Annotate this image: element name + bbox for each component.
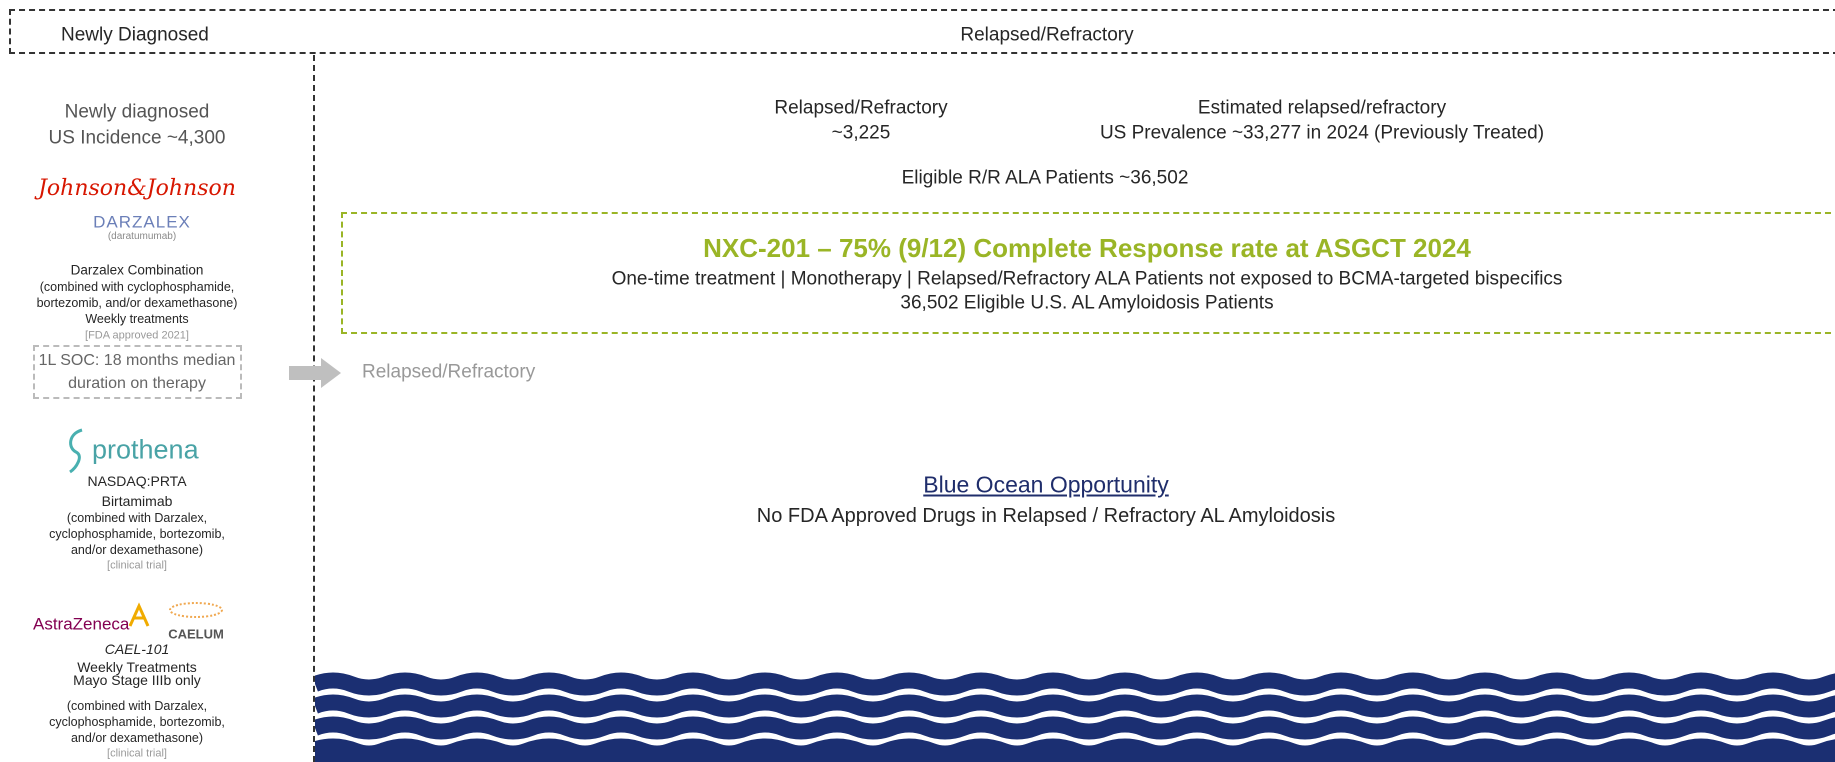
- highlight-title: NXC-201 – 75% (9/12) Complete Response r…: [703, 233, 1471, 263]
- soc-text: duration on therapy: [68, 375, 206, 392]
- caelum-logo: CAELUM: [168, 626, 224, 642]
- prothena-text: Birtamimab: [101, 493, 173, 509]
- darzalex-text: (combined with cyclophosphamide,: [39, 279, 235, 294]
- prothena-icon: [69, 428, 83, 474]
- divider: [313, 55, 315, 762]
- rr-text: Relapsed/Refractory: [774, 97, 948, 119]
- darzalex-generic: (daratumumab): [107, 231, 177, 242]
- incidence: Newly diagnosed: [64, 101, 210, 123]
- eligible-text: Eligible R/R ALA Patients ~36,502: [901, 167, 1189, 189]
- soc-box: [33, 345, 242, 399]
- rr-text: ~3,225: [831, 122, 891, 144]
- highlight-box: [341, 212, 1835, 334]
- highlight-text: 36,502 Eligible U.S. AL Amyloidosis Pati…: [900, 292, 1274, 314]
- prothena-logo: prothena: [92, 434, 199, 465]
- cael-status: [clinical trial]: [107, 747, 167, 760]
- cael-text: and/or dexamethasone): [70, 730, 204, 745]
- wave-band: [315, 716, 1835, 740]
- wave-band: [315, 738, 1835, 762]
- prevalence-text: US Prevalence ~33,277 in 2024 (Previousl…: [1099, 122, 1545, 144]
- header-right: Relapsed/Refractory: [960, 24, 1134, 46]
- prothena-status: [clinical trial]: [107, 559, 167, 572]
- caelum-icon: [169, 602, 223, 618]
- prothena-text: NASDAQ:PRTA: [87, 473, 187, 489]
- opportunity-text: No FDA Approved Drugs in Relapsed / Refr…: [756, 505, 1336, 527]
- header-left: Newly Diagnosed: [61, 24, 209, 46]
- az-logo: AstraZeneca: [33, 614, 130, 634]
- waves: [315, 672, 1835, 762]
- wave-band: [315, 672, 1835, 696]
- header-box: [9, 9, 1835, 54]
- opportunity-title: Blue Ocean Opportunity: [923, 471, 1169, 498]
- cael-text: Mayo Stage IIIb only: [73, 672, 201, 688]
- darzalex-logo: DARZALEX: [93, 212, 191, 232]
- prothena-text: cyclophosphamide, bortezomib,: [49, 526, 225, 541]
- highlight-text: One-time treatment | Monotherapy | Relap…: [611, 268, 1563, 290]
- arrow-label: Relapsed/Refractory: [362, 361, 536, 383]
- cael-text: Weekly Treatments: [77, 659, 197, 675]
- cael-text: cyclophosphamide, bortezomib,: [49, 714, 225, 729]
- soc-text: 1L SOC: 18 months median: [38, 352, 236, 369]
- prevalence-text: Estimated relapsed/refractory: [1197, 97, 1447, 119]
- cael-name: CAEL-101: [104, 641, 170, 657]
- prothena-text: and/or dexamethasone): [70, 542, 204, 557]
- incidence: US Incidence ~4,300: [48, 127, 226, 149]
- darzalex-status: [FDA approved 2021]: [85, 329, 189, 342]
- wave-band: [315, 694, 1835, 718]
- darzalex-text: Darzalex Combination: [70, 262, 204, 278]
- arrow: [289, 358, 341, 388]
- jnj-logo: Johnson&Johnson: [38, 176, 236, 201]
- az-icon: [128, 602, 150, 627]
- darzalex-text: bortezomib, and/or dexamethasone): [36, 295, 238, 310]
- cael-text: (combined with Darzalex,: [66, 698, 208, 713]
- prothena-text: (combined with Darzalex,: [66, 510, 208, 525]
- darzalex-text: Weekly treatments: [85, 311, 189, 326]
